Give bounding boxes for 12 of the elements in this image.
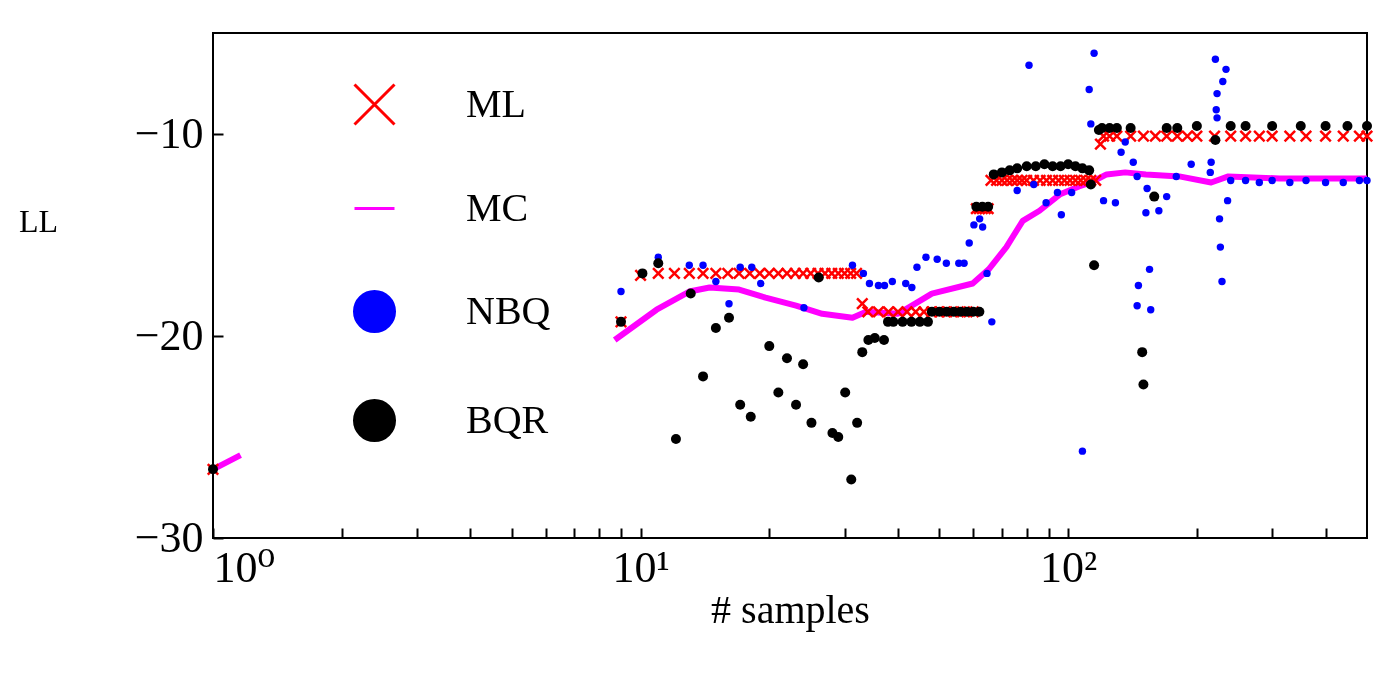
x-tick-label: 10² bbox=[1040, 542, 1098, 592]
legend-label: NBQ bbox=[466, 287, 551, 333]
x-tick-label: 10¹ bbox=[612, 542, 670, 592]
y-tick-label: −10 bbox=[134, 108, 204, 158]
x-axis-title: # samples bbox=[711, 586, 870, 632]
legend-label: MC bbox=[466, 184, 529, 230]
y-axis-title: LL bbox=[18, 202, 59, 239]
y-tick-label: −30 bbox=[134, 512, 204, 562]
y-tick-label: −20 bbox=[134, 310, 204, 360]
legend-label: BQR bbox=[466, 396, 549, 442]
legend-label: ML bbox=[466, 80, 526, 126]
x-tick-label: 10⁰ bbox=[213, 542, 276, 592]
